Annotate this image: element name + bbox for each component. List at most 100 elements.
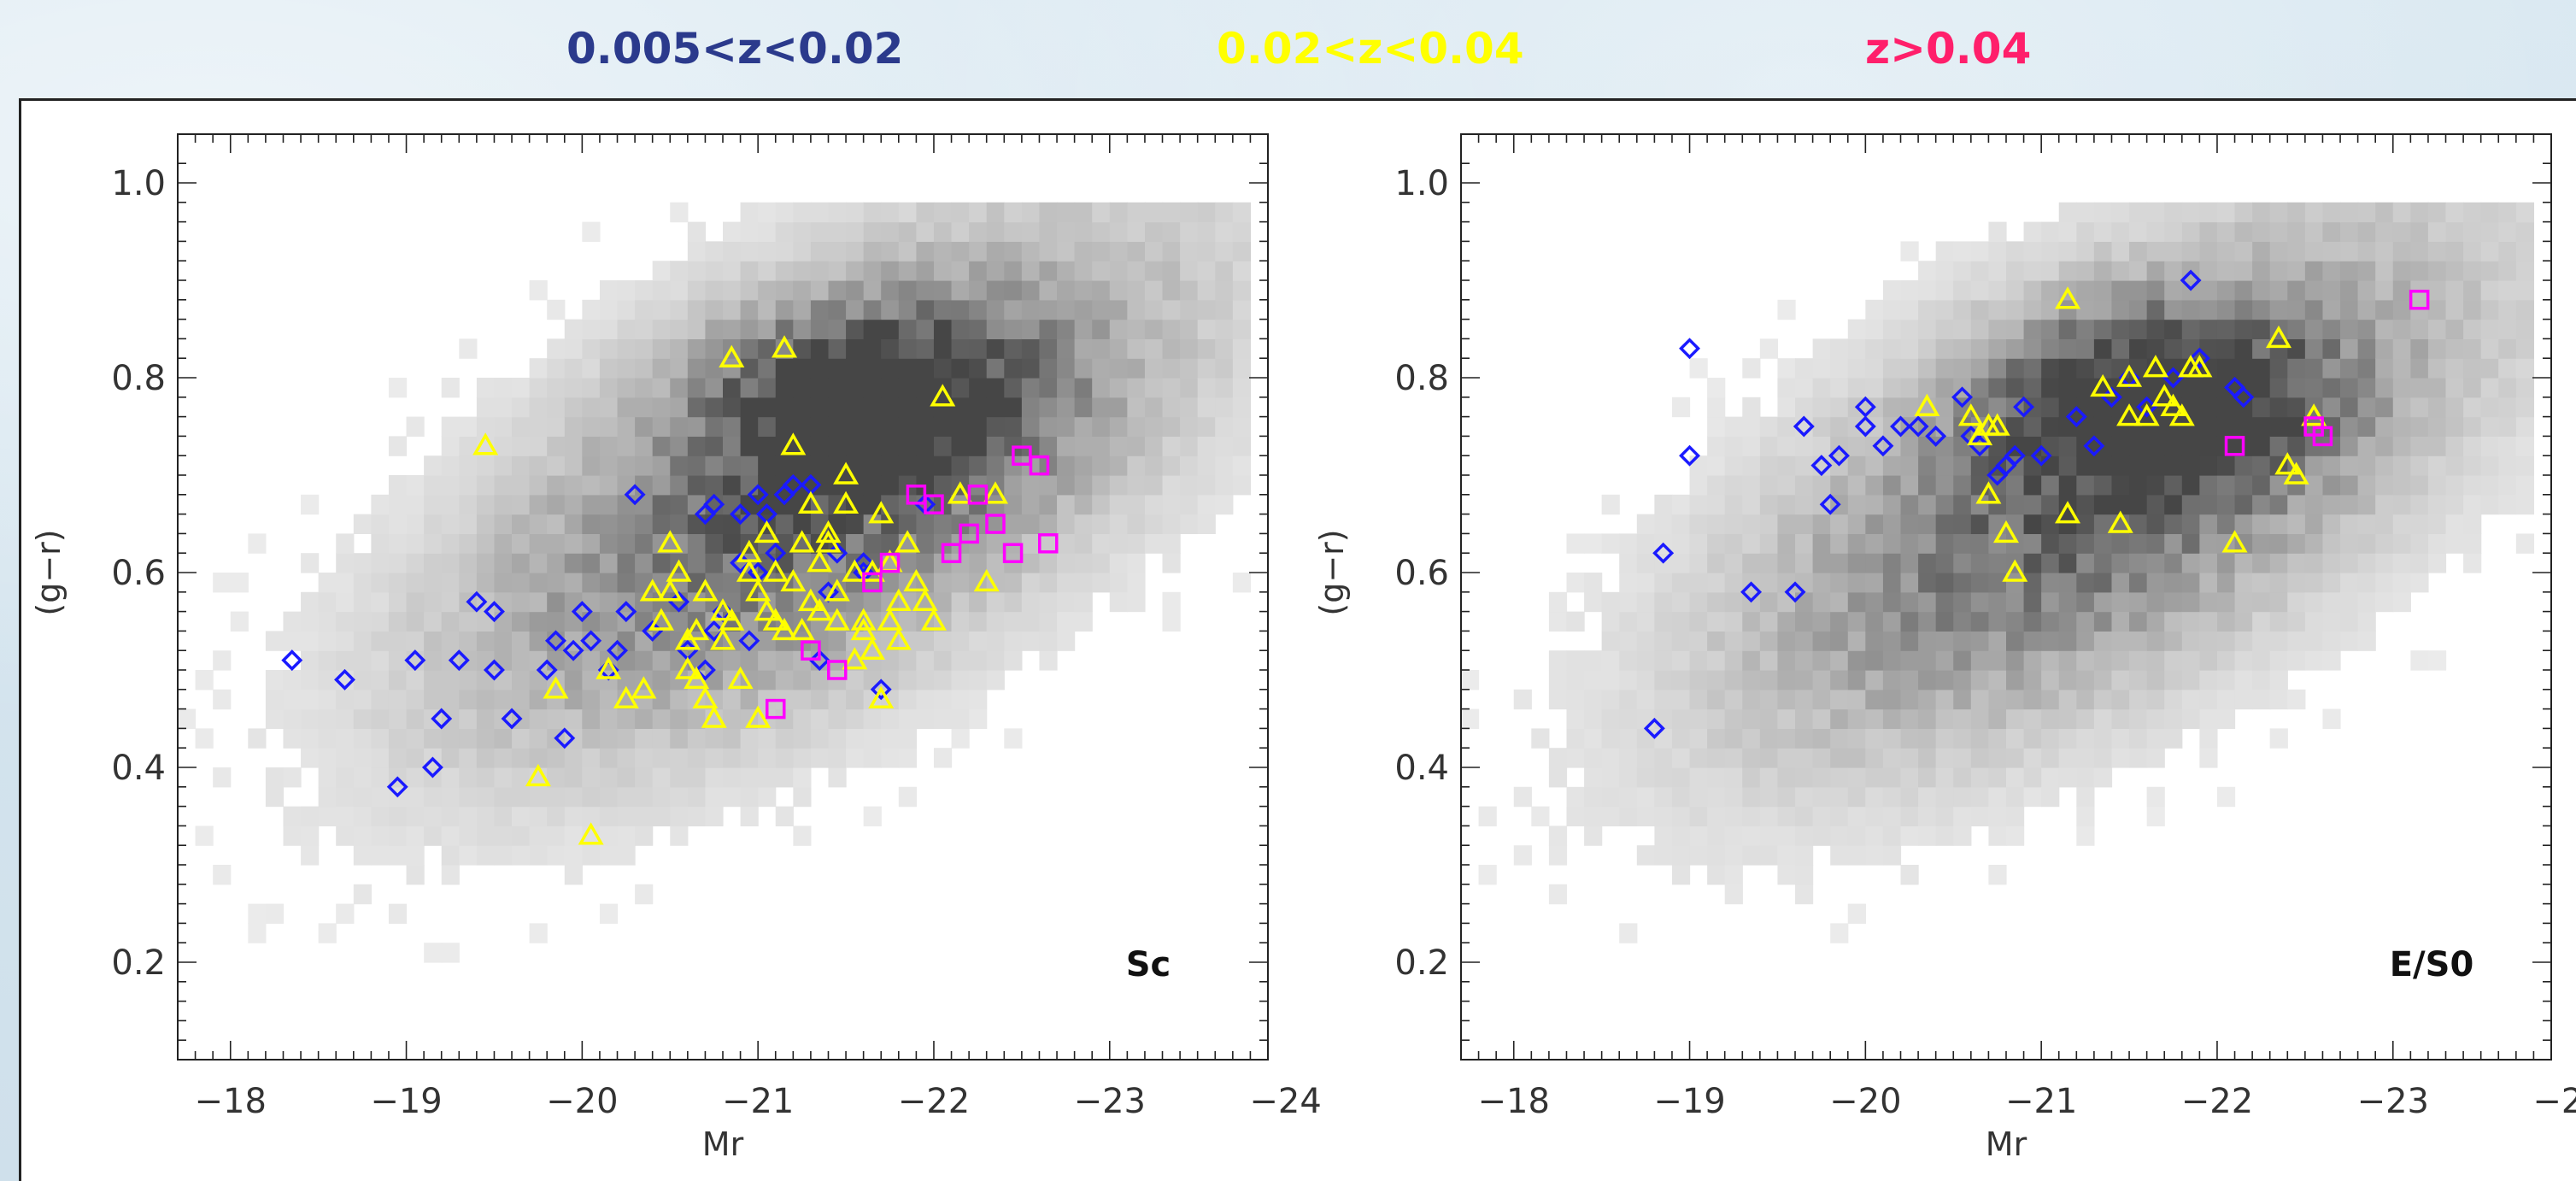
y-axis-label: (g−r) xyxy=(1313,529,1351,615)
y-tick-label: 0.4 xyxy=(111,749,166,788)
x-tick-label: −22 xyxy=(2181,1082,2253,1121)
data-point-square xyxy=(2224,436,2245,456)
data-point-diamond xyxy=(448,649,470,672)
data-point-triangle xyxy=(684,617,710,641)
data-point-diamond xyxy=(2030,444,2052,467)
data-point-triangle xyxy=(780,568,807,592)
x-tick-label: −23 xyxy=(1074,1082,1146,1121)
data-point-triangle xyxy=(1975,481,2002,504)
data-point-triangle xyxy=(807,549,833,573)
data-point-triangle xyxy=(631,676,657,699)
data-point-diamond xyxy=(421,756,443,779)
data-point-diamond xyxy=(703,620,725,642)
data-point-triangle xyxy=(2116,403,2143,426)
data-point-triangle xyxy=(745,579,772,602)
data-point-triangle xyxy=(930,384,956,407)
data-point-triangle xyxy=(709,627,736,650)
data-point-triangle xyxy=(1992,520,2020,543)
density-histogram xyxy=(1461,202,2535,943)
data-point-diamond xyxy=(2233,386,2255,408)
data-point-triangle xyxy=(824,608,850,631)
data-point-triangle xyxy=(613,685,639,708)
data-point-square xyxy=(985,514,1006,534)
data-point-diamond xyxy=(334,668,355,690)
data-point-triangle xyxy=(2055,501,2081,524)
data-point-triangle xyxy=(850,617,877,641)
y-tick-label: 1.0 xyxy=(1394,164,1449,203)
chart-panel-2: −18 −19 −20 −21 −22 −23 −24 0.2 0.4 0.6 0.8 1.0 Mr (g… xyxy=(1313,133,2576,1163)
data-point-diamond xyxy=(2162,367,2184,389)
y-tick-label: 0.8 xyxy=(1394,359,1449,398)
axis-ticks xyxy=(178,134,1268,1060)
data-point-triangle xyxy=(472,432,499,455)
data-point-triangle xyxy=(709,598,736,621)
data-point-diamond xyxy=(2188,347,2210,369)
data-point-triangle xyxy=(2133,403,2160,426)
data-point-triangle xyxy=(2107,510,2133,533)
data-point-triangle xyxy=(666,559,692,582)
data-point-square xyxy=(879,552,901,573)
data-point-square xyxy=(1002,543,1024,563)
data-point-triangle xyxy=(1975,413,2002,436)
data-point-diamond xyxy=(281,649,303,672)
data-point-triangle xyxy=(2283,461,2309,485)
data-point-triangle xyxy=(2151,384,2178,407)
data-point-triangle xyxy=(982,481,1009,504)
data-point-square xyxy=(924,494,944,514)
density-histogram xyxy=(178,202,1252,963)
data-point-diamond xyxy=(2065,406,2087,428)
data-point-diamond xyxy=(483,659,505,681)
x-tick-label: −21 xyxy=(2005,1082,2077,1121)
data-point-diamond xyxy=(1828,444,1850,467)
series-triangles xyxy=(472,335,1009,845)
data-point-diamond xyxy=(545,630,566,652)
data-point-triangle xyxy=(639,579,666,602)
data-point-diamond xyxy=(2004,444,2026,467)
data-point-diamond xyxy=(1679,444,1701,467)
data-point-square xyxy=(2312,426,2333,447)
x-tick-label: −18 xyxy=(1478,1082,1550,1121)
x-axis-label: Mr xyxy=(702,1125,744,1163)
data-point-triangle xyxy=(912,588,938,611)
data-point-diamond xyxy=(853,552,875,574)
data-point-diamond xyxy=(501,708,523,730)
data-point-triangle xyxy=(2116,364,2143,387)
data-point-triangle xyxy=(2186,355,2213,378)
data-point-square xyxy=(1037,533,1059,554)
data-point-triangle xyxy=(789,530,815,553)
data-point-triangle xyxy=(903,568,930,592)
x-tick-label: −19 xyxy=(1653,1082,1725,1121)
y-tick-label: 0.4 xyxy=(1394,749,1449,788)
data-point-triangle xyxy=(885,588,912,611)
data-point-diamond xyxy=(2136,396,2158,418)
data-point-diamond xyxy=(483,601,505,623)
data-point-triangle xyxy=(947,481,973,504)
data-point-triangle xyxy=(2142,355,2168,378)
data-point-triangle xyxy=(797,588,824,611)
x-tick-label: −20 xyxy=(546,1082,618,1121)
data-point-triangle xyxy=(842,559,868,582)
data-point-triangle xyxy=(525,763,551,787)
data-point-triangle xyxy=(657,530,684,553)
data-point-triangle xyxy=(859,637,885,660)
legend-high-redshift: z>0.04 xyxy=(1865,24,2032,73)
data-point-diamond xyxy=(1652,542,1675,564)
data-point-triangle xyxy=(692,685,719,708)
data-point-diamond xyxy=(1679,338,1701,360)
data-point-triangle xyxy=(754,520,780,543)
data-point-triangle xyxy=(578,822,604,845)
data-point-triangle xyxy=(807,598,833,621)
data-point-diamond xyxy=(1854,415,1876,438)
data-point-diamond xyxy=(1810,455,1833,477)
data-point-diamond xyxy=(554,727,576,749)
data-point-triangle xyxy=(885,627,912,650)
data-point-diamond xyxy=(1890,415,1911,438)
data-point-triangle xyxy=(850,608,877,631)
data-point-triangle xyxy=(754,598,780,621)
data-point-triangle xyxy=(719,344,745,367)
legend-low-redshift: 0.005<z<0.02 xyxy=(566,24,904,73)
y-tick-label: 0.2 xyxy=(1394,943,1449,983)
data-point-diamond xyxy=(386,776,408,798)
data-point-triangle xyxy=(2090,373,2116,397)
data-point-triangle xyxy=(859,559,885,582)
